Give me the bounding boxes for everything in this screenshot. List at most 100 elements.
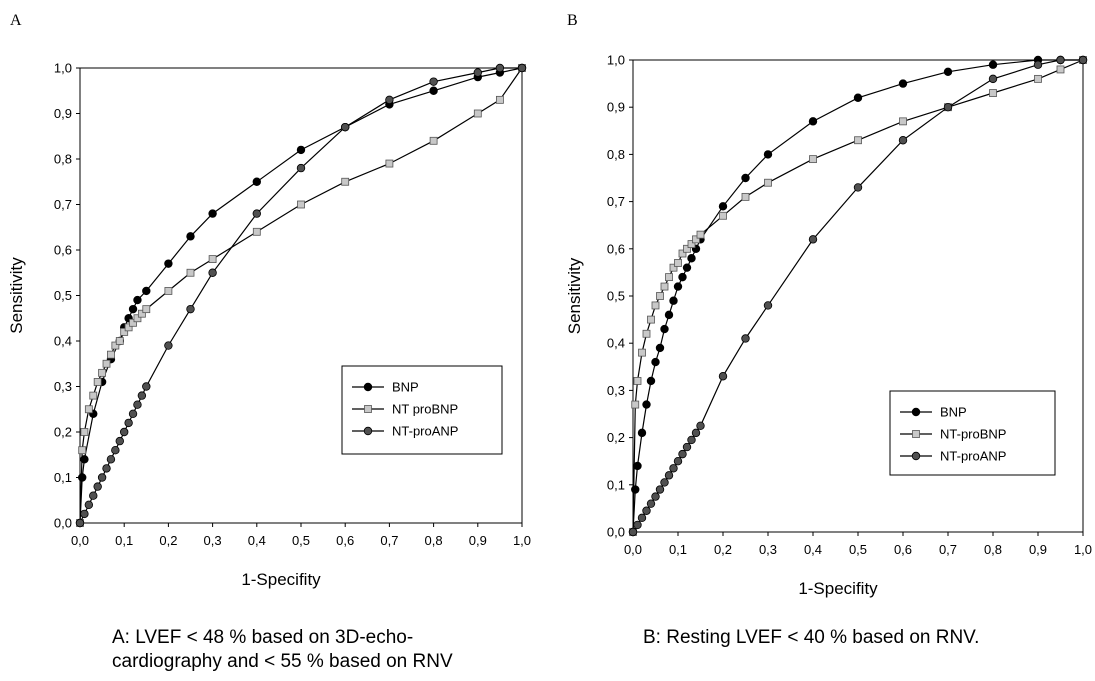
- caption-a: A: LVEF < 48 % based on 3D-echo- cardiog…: [112, 627, 453, 672]
- data-point: [691, 428, 701, 438]
- data-point: [808, 117, 818, 126]
- y-tick-label: 0,1: [54, 470, 72, 485]
- data-point: [341, 177, 350, 186]
- roc-chart-b: 0,0 0,1 0,2 0,3 0,4 0,5 0,6 0,7 0,8 0,9 1,0 0,0 0,1 0…: [565, 53, 1092, 599]
- y-tick-label: 0,6: [607, 241, 625, 256]
- y-tick-label: 0,8: [54, 152, 72, 167]
- data-point: [854, 136, 862, 145]
- y-tick-label: 0,7: [54, 197, 72, 212]
- y-tick-label: 0,5: [54, 288, 72, 303]
- data-point: [106, 455, 116, 464]
- y-tick-label: 1,0: [607, 53, 625, 68]
- data-point: [646, 499, 656, 508]
- legend-label: BNP: [392, 380, 419, 395]
- y-tick-label: 0,0: [54, 516, 72, 531]
- x-tick-label: 0,0: [71, 533, 89, 548]
- data-point: [208, 268, 217, 277]
- x-tick-label: 0,1: [669, 542, 687, 557]
- y-axis-label: Sensitivity: [565, 257, 584, 334]
- data-point: [137, 391, 147, 400]
- data-point: [133, 400, 142, 409]
- x-tick-label: 1,0: [513, 533, 531, 548]
- legend-marker: [912, 430, 920, 438]
- x-tick-label: 1,0: [1074, 542, 1092, 557]
- x-tick-label: 0,2: [714, 542, 732, 557]
- data-point: [137, 309, 146, 318]
- data-point: [718, 372, 728, 381]
- y-tick-label: 0,1: [607, 477, 625, 492]
- chart-panel-a: A 0,0 0,1 0,2 0,3 0,4 0,5 0,6 0,7 0,8 0,9 1,0 0,0 0,…: [0, 0, 540, 681]
- data-point: [385, 95, 394, 105]
- data-point: [84, 500, 94, 509]
- data-point: [93, 482, 102, 491]
- data-point: [111, 446, 120, 455]
- data-point: [107, 350, 115, 359]
- data-point: [664, 471, 674, 480]
- data-point: [631, 485, 640, 494]
- data-point: [660, 282, 669, 291]
- data-point: [633, 377, 642, 385]
- y-tick-label: 0,8: [607, 147, 625, 162]
- data-point: [75, 518, 85, 528]
- data-point: [129, 318, 137, 327]
- data-point: [669, 263, 678, 272]
- data-point: [252, 177, 261, 186]
- data-point: [296, 163, 306, 173]
- data-point: [988, 74, 998, 84]
- data-point: [763, 150, 773, 159]
- data-point: [898, 136, 908, 145]
- data-point: [115, 337, 124, 345]
- data-point: [628, 527, 638, 537]
- data-point: [133, 314, 142, 323]
- legend-marker: [911, 407, 921, 417]
- data-point: [682, 442, 692, 452]
- data-point: [696, 421, 705, 430]
- data-point: [898, 79, 908, 88]
- legend-label: NT proBNP: [392, 402, 458, 417]
- data-point: [899, 117, 907, 126]
- y-tick-label: 0,3: [607, 383, 625, 398]
- x-tick-label: 0,3: [759, 542, 777, 557]
- data-point: [128, 304, 138, 314]
- x-tick-label: 0,8: [984, 542, 1002, 557]
- data-point: [164, 341, 173, 350]
- data-point: [989, 89, 997, 97]
- data-point: [678, 449, 687, 459]
- data-point: [638, 348, 646, 357]
- data-point: [809, 155, 817, 164]
- data-point: [655, 343, 665, 353]
- data-point: [673, 457, 683, 466]
- data-point: [1033, 60, 1043, 69]
- data-point: [1078, 55, 1088, 65]
- data-point: [1056, 65, 1065, 74]
- data-point: [111, 341, 120, 350]
- data-point: [637, 513, 647, 523]
- data-point: [687, 240, 696, 248]
- data-point: [687, 254, 696, 263]
- data-point: [429, 77, 438, 86]
- data-point: [89, 491, 98, 500]
- data-point: [102, 464, 111, 473]
- data-point: [517, 63, 527, 73]
- plot-area: [79, 67, 523, 524]
- y-tick-label: 0,4: [607, 336, 625, 351]
- data-point: [473, 109, 482, 118]
- series-nt-proanp: [75, 63, 527, 528]
- data-point: [646, 376, 656, 386]
- y-tick-label: 0,5: [607, 289, 625, 304]
- legend-marker: [364, 405, 372, 413]
- data-point: [642, 506, 651, 515]
- x-tick-label: 0,9: [469, 533, 487, 548]
- panel-letter-b: B: [567, 12, 578, 29]
- x-tick-label: 0,5: [849, 542, 867, 557]
- x-axis-label: 1-Specifity: [241, 570, 321, 589]
- x-axis-label: 1-Specifity: [798, 579, 878, 598]
- data-point: [642, 400, 651, 409]
- data-point: [142, 286, 151, 296]
- x-tick-label: 0,7: [939, 542, 957, 557]
- data-point: [142, 382, 151, 391]
- data-point: [988, 60, 998, 69]
- data-point: [664, 310, 674, 320]
- data-point: [656, 292, 664, 300]
- data-point: [429, 86, 438, 95]
